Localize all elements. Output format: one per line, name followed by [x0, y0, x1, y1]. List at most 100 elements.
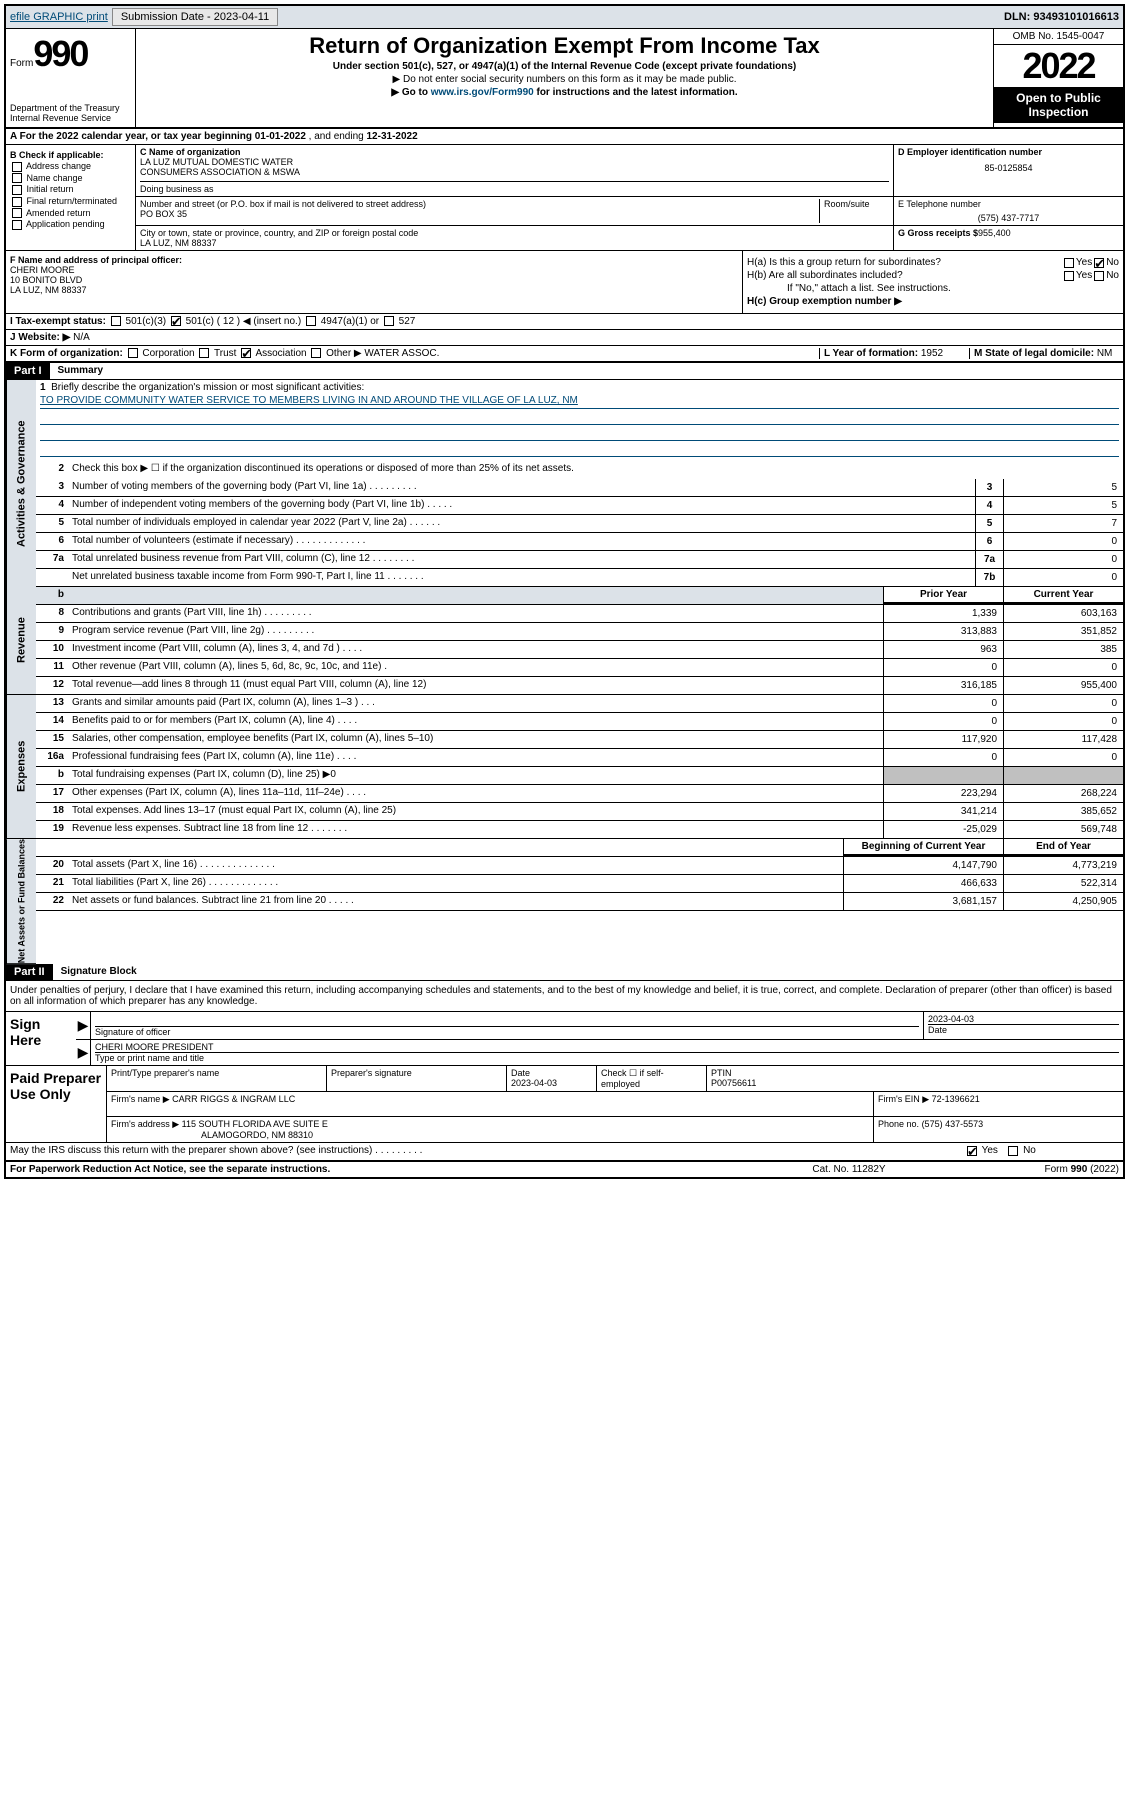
- side-net-assets: Net Assets or Fund Balances: [6, 839, 36, 964]
- cb-assoc[interactable]: [241, 348, 251, 358]
- dba-label: Doing business as: [140, 181, 889, 194]
- cb-ha-yes[interactable]: [1064, 258, 1074, 268]
- prep-name-hdr: Print/Type preparer's name: [106, 1066, 326, 1091]
- cb-name-change[interactable]: [12, 173, 22, 183]
- sign-here-label: Sign Here: [6, 1012, 76, 1065]
- part1-subtitle: Summary: [50, 363, 112, 379]
- cb-final-return[interactable]: [12, 197, 22, 207]
- sig-declaration: Under penalties of perjury, I declare th…: [6, 981, 1123, 1012]
- cb-address-change[interactable]: [12, 162, 22, 172]
- cb-discuss-no[interactable]: [1008, 1146, 1018, 1156]
- part1-header: Part I: [6, 363, 50, 379]
- cb-527[interactable]: [384, 316, 394, 326]
- dln-label: DLN: 93493101016613: [1004, 11, 1119, 23]
- cb-trust[interactable]: [199, 348, 209, 358]
- addr-value: PO BOX 35: [140, 209, 819, 219]
- prep-sig-hdr: Preparer's signature: [326, 1066, 506, 1091]
- side-expenses: Expenses: [6, 695, 36, 839]
- mission-text: TO PROVIDE COMMUNITY WATER SERVICE TO ME…: [40, 395, 1119, 409]
- form-word: Form: [10, 58, 33, 69]
- cb-other[interactable]: [311, 348, 321, 358]
- form-title: Return of Organization Exempt From Incom…: [140, 33, 989, 59]
- cb-hb-no[interactable]: [1094, 271, 1104, 281]
- form-subtitle-1: Under section 501(c), 527, or 4947(a)(1)…: [140, 61, 989, 72]
- dept-label: Department of the Treasury: [10, 103, 131, 113]
- firm-addr1: 115 SOUTH FLORIDA AVE SUITE E: [182, 1119, 328, 1129]
- part2-header: Part II: [6, 964, 53, 980]
- discuss-question: May the IRS discuss this return with the…: [6, 1143, 963, 1160]
- omb-number: OMB No. 1545-0047: [994, 29, 1123, 45]
- ha-label: H(a) Is this a group return for subordin…: [747, 257, 1062, 268]
- side-governance: Activities & Governance: [6, 380, 36, 587]
- cb-hb-yes[interactable]: [1064, 271, 1074, 281]
- prior-year-hdr: Prior Year: [883, 587, 1003, 604]
- hb-label: H(b) Are all subordinates included?: [747, 270, 1062, 281]
- irs-link[interactable]: www.irs.gov/Form990: [431, 87, 534, 98]
- prep-self-emp: Check ☐ if self-employed: [596, 1066, 706, 1091]
- city-value: LA LUZ, NM 88337: [140, 238, 889, 248]
- irs-label: Internal Revenue Service: [10, 113, 131, 123]
- column-b-checkboxes: B Check if applicable: Address change Na…: [6, 145, 136, 250]
- firm-phone: (575) 437-5573: [922, 1119, 984, 1129]
- sig-date: 2023-04-03: [928, 1014, 1119, 1024]
- footer-left: For Paperwork Reduction Act Notice, see …: [10, 1164, 330, 1175]
- cb-application-pending[interactable]: [12, 220, 22, 230]
- cb-4947[interactable]: [306, 316, 316, 326]
- paid-preparer-label: Paid Preparer Use Only: [6, 1066, 106, 1142]
- room-label: Room/suite: [819, 199, 889, 223]
- phone-value: (575) 437-7717: [898, 213, 1119, 223]
- form-number: 990: [33, 33, 87, 74]
- officer-addr2: LA LUZ, NM 88337: [10, 285, 87, 295]
- sig-date-label: Date: [928, 1024, 1119, 1035]
- q2-text: Check this box ▶ ☐ if the organization d…: [68, 461, 1123, 479]
- firm-addr2: ALAMOGORDO, NM 88310: [201, 1130, 313, 1140]
- d-ein-label: D Employer identification number: [898, 147, 1119, 157]
- top-toolbar: efile GRAPHIC print Submission Date - 20…: [6, 6, 1123, 29]
- inspection-notice: Open to Public Inspection: [994, 87, 1123, 123]
- sig-officer-label: Signature of officer: [95, 1026, 919, 1037]
- line-j: J Website: ▶ N/A: [6, 330, 1123, 346]
- footer-right: Form 990 (2022): [939, 1164, 1119, 1175]
- cb-amended[interactable]: [12, 208, 22, 218]
- footer-cat: Cat. No. 11282Y: [759, 1164, 939, 1175]
- tax-year: 2022: [994, 45, 1123, 87]
- addr-label: Number and street (or P.O. box if mail i…: [140, 199, 819, 209]
- line-k: K Form of organization: Corporation Trus…: [6, 346, 1123, 363]
- org-name-2: CONSUMERS ASSOCIATION & MSWA: [140, 167, 889, 177]
- cb-ha-no[interactable]: [1094, 258, 1104, 268]
- gross-value: 955,400: [978, 228, 1011, 238]
- goto-post: for instructions and the latest informat…: [534, 87, 738, 98]
- ptin-value: P00756611: [711, 1078, 756, 1088]
- form-header: Form990 Department of the Treasury Inter…: [6, 29, 1123, 129]
- cb-discuss-yes[interactable]: [967, 1146, 977, 1156]
- end-year-hdr: End of Year: [1003, 839, 1123, 856]
- cb-501c[interactable]: [171, 316, 181, 326]
- f-label: F Name and address of principal officer:: [10, 255, 182, 265]
- efile-link[interactable]: efile GRAPHIC print: [10, 11, 108, 23]
- submission-date-btn[interactable]: Submission Date - 2023-04-11: [112, 8, 278, 26]
- e-phone-label: E Telephone number: [898, 199, 1119, 209]
- side-revenue: Revenue: [6, 587, 36, 695]
- q1-label: Briefly describe the organization's miss…: [51, 382, 364, 393]
- officer-name-title: CHERI MOORE PRESIDENT: [95, 1042, 1119, 1052]
- c-name-label: C Name of organization: [140, 147, 889, 157]
- firm-name: CARR RIGGS & INGRAM LLC: [172, 1094, 295, 1104]
- city-label: City or town, state or province, country…: [140, 228, 889, 238]
- ein-value: 85-0125854: [898, 163, 1119, 173]
- beg-year-hdr: Beginning of Current Year: [843, 839, 1003, 856]
- goto-pre: ▶ Go to: [391, 87, 430, 98]
- gross-label: G Gross receipts $: [898, 228, 978, 238]
- officer-addr1: 10 BONITO BLVD: [10, 275, 82, 285]
- cb-corp[interactable]: [128, 348, 138, 358]
- line-a: A For the 2022 calendar year, or tax yea…: [6, 129, 1123, 145]
- line-i: I Tax-exempt status: 501(c)(3) 501(c) ( …: [6, 314, 1123, 330]
- cb-501c3[interactable]: [111, 316, 121, 326]
- org-name-1: LA LUZ MUTUAL DOMESTIC WATER: [140, 157, 889, 167]
- form-subtitle-2: ▶ Do not enter social security numbers o…: [140, 74, 989, 85]
- cb-initial-return[interactable]: [12, 185, 22, 195]
- part2-subtitle: Signature Block: [53, 964, 145, 980]
- hb-note: If "No," attach a list. See instructions…: [747, 283, 1119, 294]
- officer-name: CHERI MOORE: [10, 265, 75, 275]
- name-title-label: Type or print name and title: [95, 1052, 1119, 1063]
- hc-label: H(c) Group exemption number ▶: [747, 296, 902, 307]
